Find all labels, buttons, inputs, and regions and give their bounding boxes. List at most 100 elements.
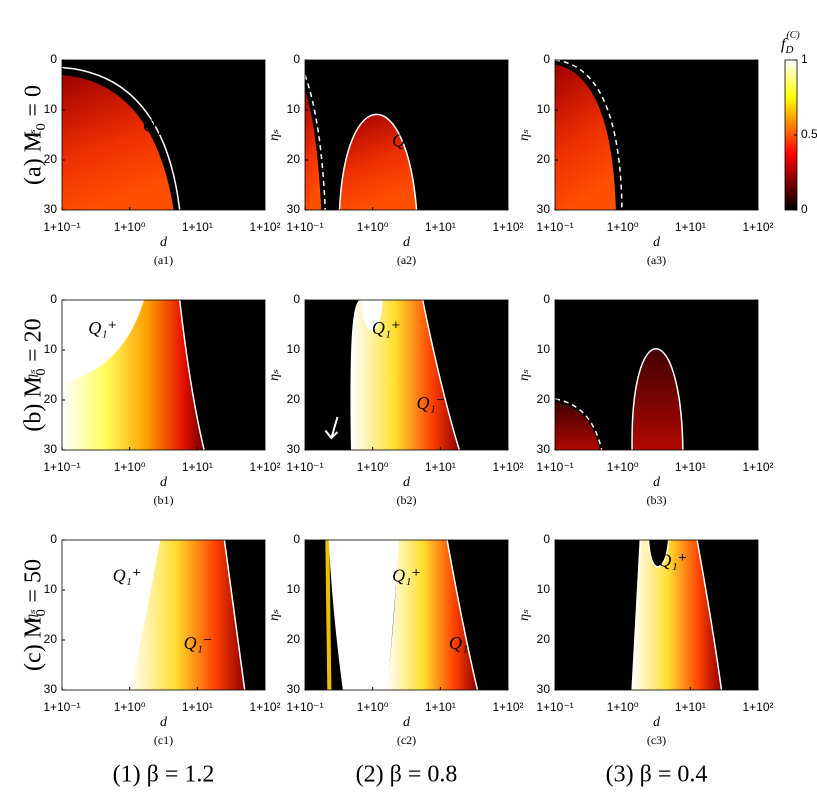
- x-tick-label: 1+10¹: [675, 700, 706, 714]
- x-tick-label: 1+10⁻¹: [536, 220, 573, 234]
- plot-frame: [304, 539, 509, 691]
- y-tick-label: 30: [537, 442, 551, 456]
- x-tick-label: 1+10⁰: [607, 220, 639, 234]
- x-tick-label: 1+10⁻¹: [536, 700, 573, 714]
- x-tick-label: 1+10¹: [425, 460, 456, 474]
- panel-label: (c3): [647, 733, 666, 747]
- curve-label: Q₂⁻: [327, 78, 356, 98]
- boundary-curve: [61, 66, 181, 211]
- y-axis-label: ηₛ: [267, 369, 282, 381]
- x-tick-label: 1+10⁰: [114, 460, 146, 474]
- curve-label: Q₁⁻: [392, 131, 421, 151]
- y-axis-label: ηₛ: [24, 369, 39, 381]
- boundary-curve: [223, 539, 246, 691]
- x-tick-label: 1+10¹: [675, 460, 706, 474]
- row-label: (c) M₀ = 50: [21, 559, 47, 671]
- arrow: [324, 416, 339, 440]
- boundary-curve: [361, 299, 383, 331]
- curve-label: Q₂⁻: [315, 401, 344, 421]
- y-axis-label: ηₛ: [517, 609, 532, 621]
- panel: Q₁⁺ Q₁⁻ 1+10⁻¹ 1+10⁰ 1+10¹ 1+10² 0 10 20 30 d ηₛ (c1…: [24, 532, 280, 747]
- y-tick-label: 0: [293, 292, 300, 306]
- y-tick-label: 10: [44, 102, 58, 116]
- column-label: (3) β = 0.4: [606, 762, 708, 788]
- y-axis-label: ηₛ: [267, 609, 282, 621]
- x-tick-label: 1+10⁰: [114, 700, 146, 714]
- colorbar-superscript: (C): [786, 30, 800, 41]
- y-tick-label: 30: [44, 202, 58, 216]
- curve-label: Q₂⁻: [581, 371, 610, 391]
- y-tick-label: 0: [50, 532, 57, 546]
- y-tick-label: 10: [537, 582, 551, 596]
- x-tick-label: 1+10²: [742, 700, 773, 714]
- y-axis-label: ηₛ: [24, 129, 39, 141]
- boundary-curve: [554, 59, 623, 211]
- panel-label: (b2): [397, 493, 417, 507]
- heatmap-region: [555, 402, 600, 450]
- x-tick-label: 1+10¹: [182, 220, 213, 234]
- y-tick-label: 30: [44, 442, 58, 456]
- curve-label: Q₁⁻: [216, 318, 245, 338]
- x-tick-label: 1+10⁰: [357, 700, 389, 714]
- curve-label: Q₁⁻: [449, 633, 478, 653]
- panel: Q₁⁺ Q₁⁻ 1+10⁻¹ 1+10⁰ 1+10¹ 1+10² 0 10 20 30 d ηₛ (b1…: [24, 292, 280, 507]
- panel-label: (b1): [154, 493, 174, 507]
- x-tick-label: 1+10¹: [425, 220, 456, 234]
- heatmap-region: [351, 300, 460, 450]
- y-axis-label: ηₛ: [24, 609, 39, 621]
- heatmap-region: [325, 540, 332, 690]
- boundary-curve: [647, 539, 670, 568]
- plot-frame: [554, 539, 759, 691]
- curve-label: Q₁⁺: [392, 566, 421, 586]
- x-tick-label: 1+10²: [249, 700, 280, 714]
- heatmap-region: [62, 300, 144, 383]
- panel: Q₁⁺ Q₁⁻ 1+10⁻¹ 1+10⁰ 1+10¹ 1+10² 0 10 20 30 d ηₛ (c2…: [267, 532, 523, 747]
- x-tick-label: 1+10⁰: [114, 220, 146, 234]
- y-tick-label: 10: [537, 102, 551, 116]
- x-tick-label: 1+10²: [492, 220, 523, 234]
- x-axis-label: d: [403, 475, 411, 490]
- column-label: (2) β = 0.8: [356, 762, 458, 788]
- x-tick-label: 1+10⁻¹: [286, 700, 323, 714]
- colorbar-label: fD (C): [781, 30, 800, 55]
- x-tick-label: 1+10¹: [425, 700, 456, 714]
- heatmap-region: [648, 540, 669, 567]
- colorbar-tick-label: 1: [801, 52, 808, 66]
- x-tick-label: 1+10⁻¹: [286, 460, 323, 474]
- x-tick-label: 1+10⁻¹: [43, 220, 80, 234]
- y-tick-label: 10: [537, 342, 551, 356]
- heatmap-region: [632, 540, 722, 690]
- plot-frame: [61, 539, 266, 691]
- heatmap-region: [329, 540, 399, 690]
- boundary-curve: [350, 299, 363, 451]
- y-tick-label: 0: [50, 52, 57, 66]
- y-tick-label: 30: [537, 202, 551, 216]
- boundary-curve: [631, 539, 642, 691]
- curve-label: Q₁⁺: [88, 318, 117, 338]
- curve-label: Q₁⁺: [113, 566, 142, 586]
- panel: Q₂⁻ Q₁⁻ 1+10⁻¹ 1+10⁰ 1+10¹ 1+10² 0 10 20 30 d ηₛ (a2…: [267, 52, 523, 267]
- x-tick-label: 1+10¹: [182, 700, 213, 714]
- x-tick-label: 1+10²: [492, 700, 523, 714]
- panel-label: (a3): [647, 253, 666, 267]
- curve-label: Q₁⁻: [602, 633, 631, 653]
- plot-frame: [554, 59, 759, 211]
- x-axis-label: d: [403, 715, 411, 730]
- curve-label: Q₁⁻: [622, 303, 651, 323]
- colorbar-subscript: D: [784, 44, 793, 56]
- y-tick-label: 20: [287, 392, 301, 406]
- boundary-curve: [696, 539, 723, 691]
- y-tick-label: 0: [543, 52, 550, 66]
- panel: Q₁⁺ Q₂⁻ Q₁⁻ 1+10⁻¹ 1+10⁰ 1+10¹ 1+10² 0 10 20 30 d ηₛ…: [267, 292, 523, 507]
- y-tick-label: 10: [44, 342, 58, 356]
- x-axis-label: d: [160, 235, 168, 250]
- heatmap-region: [361, 300, 383, 330]
- boundary-curve: [421, 299, 461, 451]
- x-tick-label: 1+10²: [249, 220, 280, 234]
- y-tick-label: 20: [287, 632, 301, 646]
- y-tick-label: 20: [287, 152, 301, 166]
- x-tick-label: 1+10⁰: [357, 460, 389, 474]
- boundary-curve: [446, 539, 479, 691]
- heatmap-region: [305, 90, 322, 210]
